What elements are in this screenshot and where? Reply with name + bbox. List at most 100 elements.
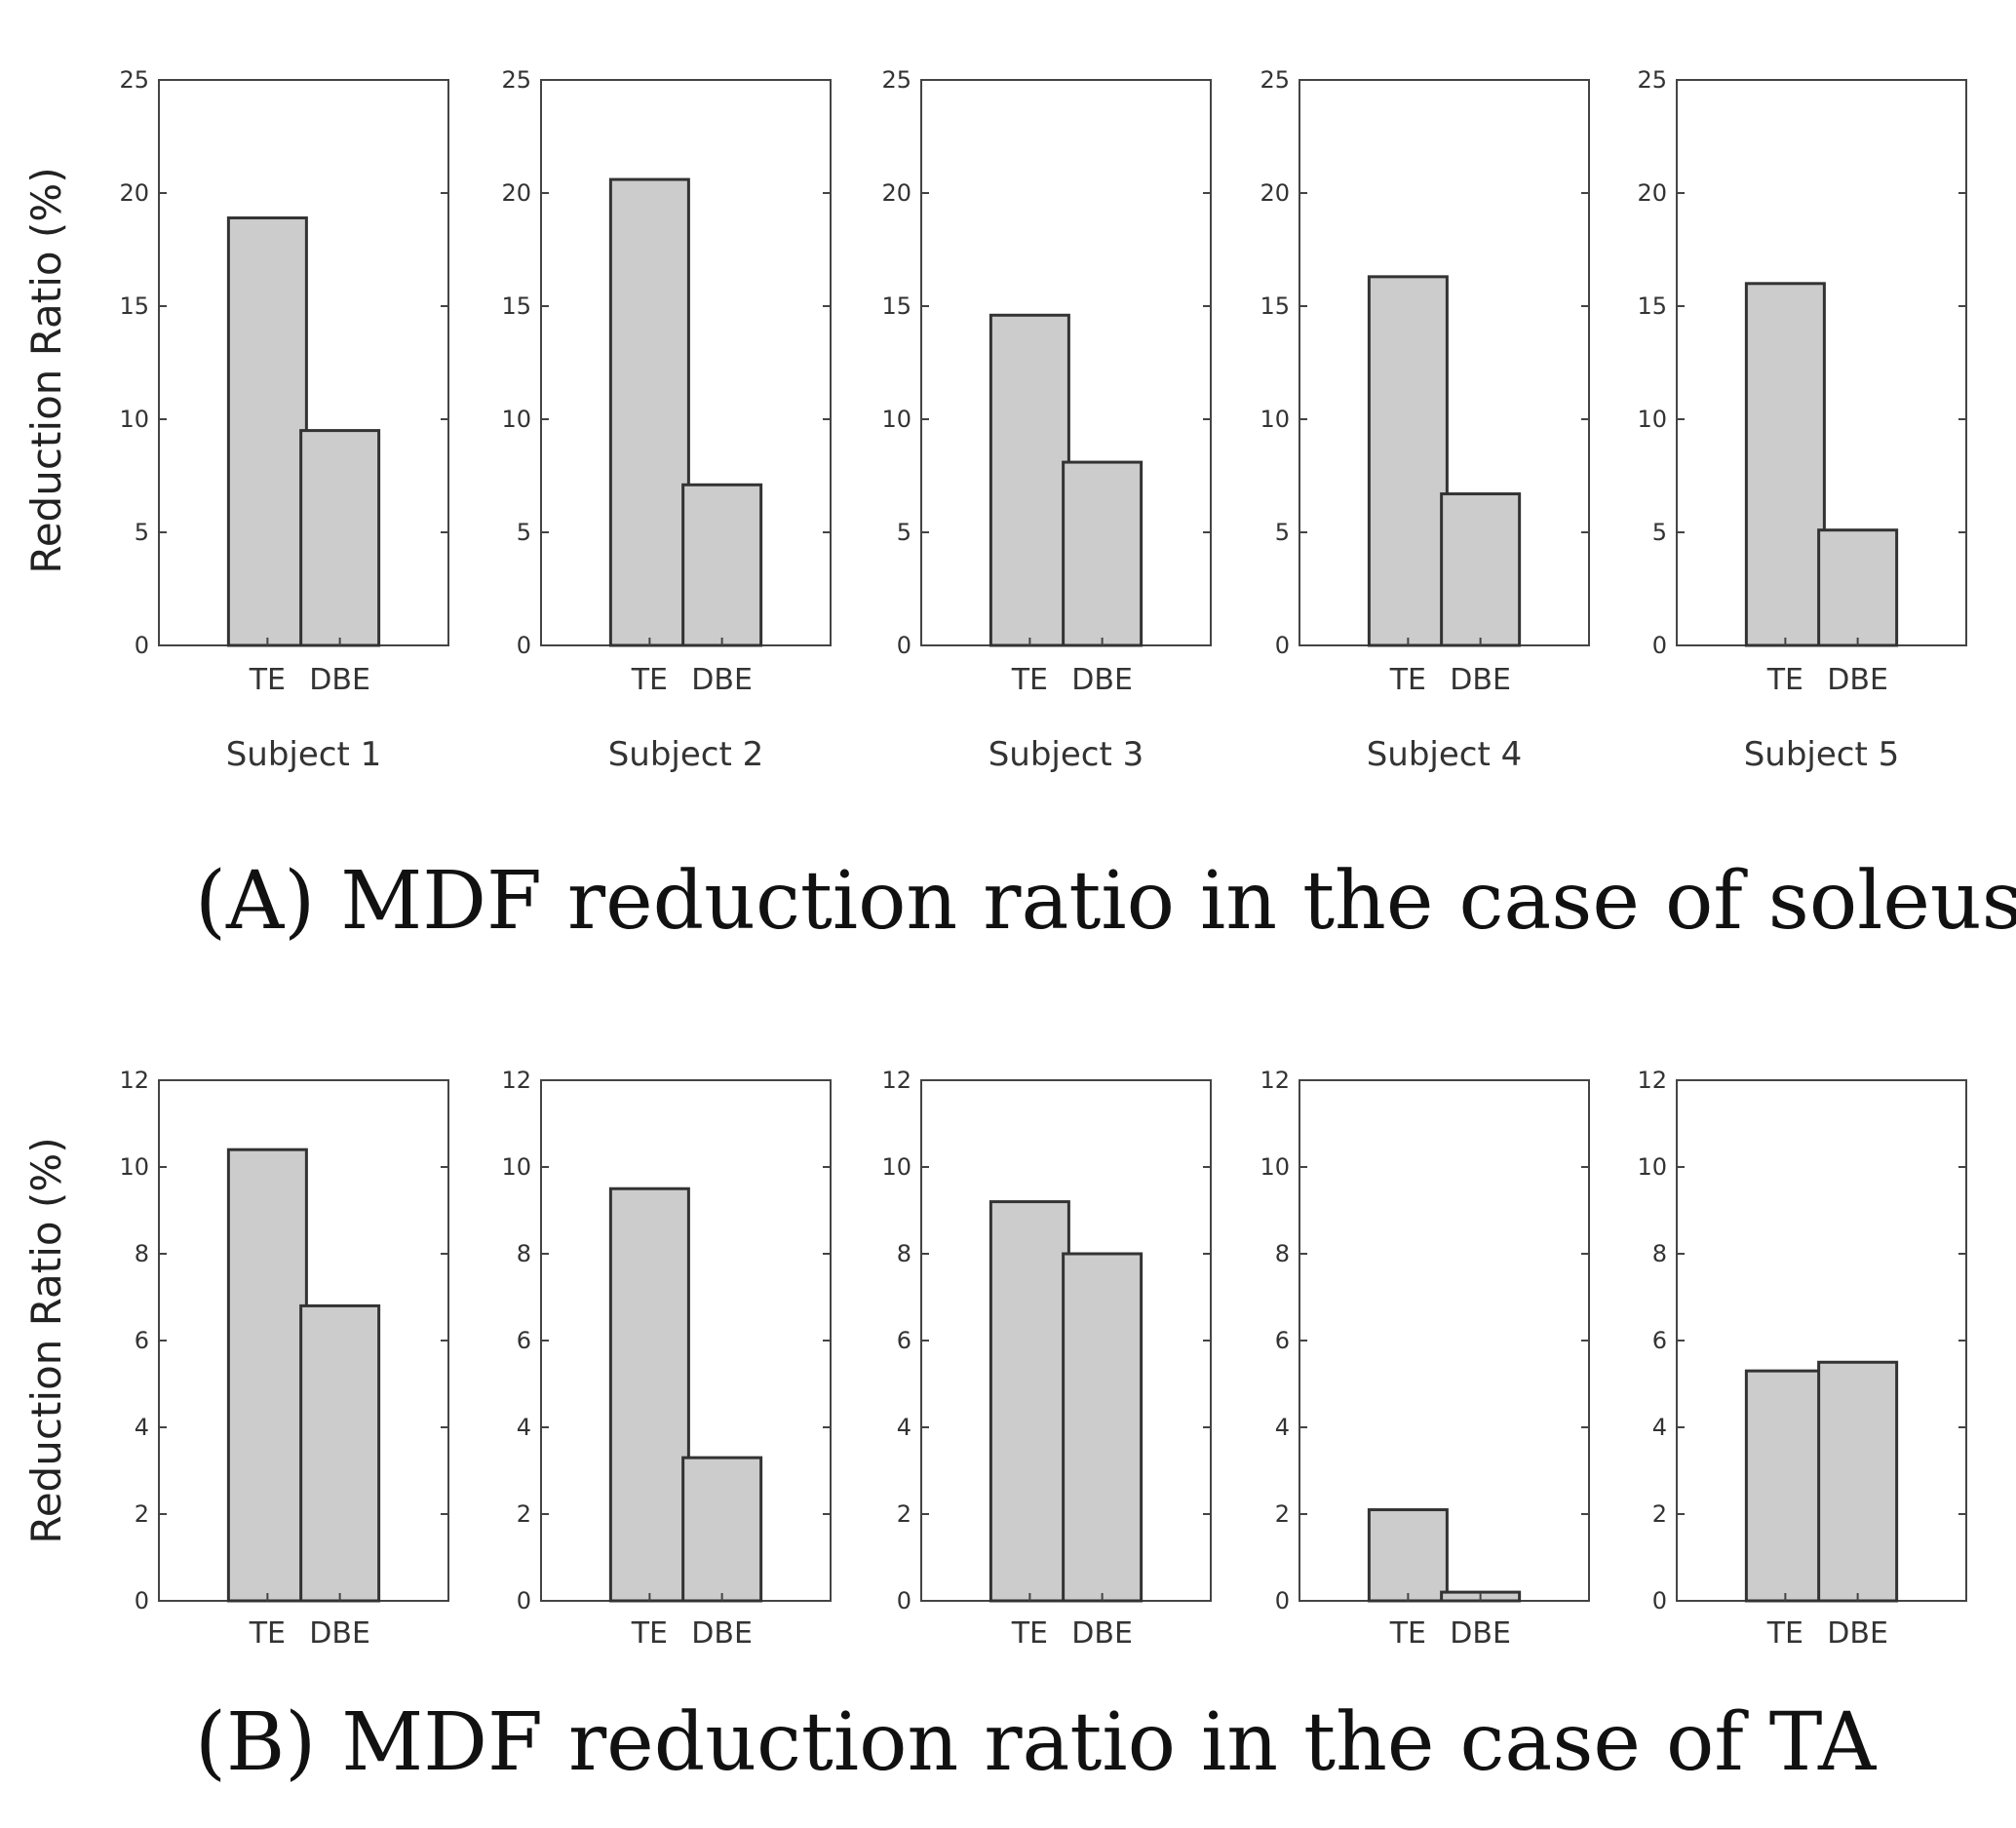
- y-tick-label: 0: [517, 1587, 531, 1614]
- y-tick-label: 8: [517, 1240, 531, 1267]
- x-tick-label: DBE: [1450, 1616, 1511, 1651]
- y-tick-label: 15: [881, 292, 911, 320]
- y-tick-label: 2: [517, 1500, 531, 1528]
- y-tick-label: 10: [119, 406, 149, 433]
- subplot-3: 0 5 10 15 20 25 TE DBE Subject 3: [881, 66, 1212, 774]
- y-tick-label: 12: [881, 1067, 911, 1094]
- caption-b: (B) MDF reduction ratio in the case of T…: [195, 1696, 1878, 1789]
- x-tick-label: TE: [1389, 1616, 1426, 1651]
- y-tick-label: 12: [501, 1067, 531, 1094]
- panel-b-ta: Reduction Ratio (%) 0 2 4 6 8 10 12 TE DBE 0 2 4 6 8 10…: [22, 1067, 1967, 1651]
- y-tick-label: 10: [1637, 1153, 1667, 1181]
- y-tick-label: 8: [1652, 1240, 1667, 1267]
- x-tick-label: DBE: [309, 1616, 370, 1651]
- bar-dbe: [1440, 492, 1522, 647]
- x-tick-label: TE: [1011, 663, 1048, 697]
- subplot-1: 0 2 4 6 8 10 12 TE DBE: [119, 1067, 449, 1651]
- y-tick-label: 12: [1260, 1067, 1290, 1094]
- caption-a: (A) MDF reduction ratio in the case of s…: [195, 855, 2016, 948]
- y-tick-label: 0: [135, 632, 149, 659]
- x-tick-label: TE: [631, 1616, 668, 1651]
- bar-te: [1367, 1508, 1449, 1603]
- x-tick-label: DBE: [1071, 1616, 1133, 1651]
- y-tick-label: 6: [1652, 1327, 1667, 1354]
- x-tick-label: TE: [249, 663, 286, 697]
- x-tick-label: DBE: [1071, 663, 1133, 697]
- y-tick-label: 8: [1275, 1240, 1290, 1267]
- bar-te: [1744, 1369, 1826, 1603]
- y-tick-label: 10: [1637, 406, 1667, 433]
- y-tick-label: 6: [897, 1327, 911, 1354]
- bar-dbe: [299, 1303, 381, 1603]
- y-axis-label: Reduction Ratio (%): [22, 1137, 70, 1543]
- bar-te: [1744, 282, 1826, 647]
- y-tick-label: 4: [135, 1414, 149, 1441]
- y-tick-label: 0: [1652, 1587, 1667, 1614]
- y-tick-label: 10: [501, 406, 531, 433]
- y-tick-label: 2: [1652, 1500, 1667, 1528]
- subject-label: Subject 3: [989, 735, 1144, 774]
- y-tick-label: 2: [135, 1500, 149, 1528]
- y-tick-label: 15: [1637, 292, 1667, 320]
- bar-te: [608, 177, 690, 647]
- y-tick-label: 25: [1637, 66, 1667, 94]
- x-tick-label: DBE: [309, 663, 370, 697]
- bar-dbe: [299, 429, 381, 647]
- bar-te: [1367, 275, 1449, 647]
- y-tick-label: 20: [501, 179, 531, 207]
- x-tick-label: DBE: [1450, 663, 1511, 697]
- y-tick-label: 8: [897, 1240, 911, 1267]
- y-tick-label: 25: [881, 66, 911, 94]
- y-tick-label: 0: [517, 632, 531, 659]
- y-tick-label: 2: [1275, 1500, 1290, 1528]
- x-tick-label: TE: [249, 1616, 286, 1651]
- y-tick-label: 10: [119, 1153, 149, 1181]
- bar-te: [226, 1147, 308, 1603]
- subplot-5: 0 5 10 15 20 25 TE DBE Subject 5: [1637, 66, 1967, 774]
- y-tick-label: 25: [119, 66, 149, 94]
- y-tick-label: 0: [1652, 632, 1667, 659]
- x-tick-label: TE: [1766, 1616, 1803, 1651]
- subject-label: Subject 2: [608, 735, 764, 774]
- y-tick-label: 10: [1260, 406, 1290, 433]
- x-tick-label: TE: [1011, 1616, 1048, 1651]
- y-tick-label: 5: [1652, 519, 1667, 546]
- x-tick-label: DBE: [1827, 663, 1888, 697]
- subplot-4: 0 5 10 15 20 25 TE DBE Subject 4: [1260, 66, 1590, 774]
- bar-te: [226, 216, 308, 647]
- x-tick-label: TE: [631, 663, 668, 697]
- x-tick-label: TE: [1389, 663, 1426, 697]
- y-tick-label: 20: [881, 179, 911, 207]
- y-tick-label: 4: [897, 1414, 911, 1441]
- y-tick-label: 0: [1275, 632, 1290, 659]
- y-tick-label: 20: [119, 179, 149, 207]
- subplot-3: 0 2 4 6 8 10 12 TE DBE: [881, 1067, 1212, 1651]
- y-tick-label: 5: [517, 519, 531, 546]
- y-tick-label: 20: [1637, 179, 1667, 207]
- y-tick-label: 10: [881, 406, 911, 433]
- y-tick-label: 15: [501, 292, 531, 320]
- subplot-2: 0 5 10 15 20 25 TE DBE Subject 2: [501, 66, 832, 774]
- y-tick-label: 25: [1260, 66, 1290, 94]
- x-tick-label: DBE: [1827, 1616, 1888, 1651]
- y-tick-label: 4: [1652, 1414, 1667, 1441]
- subplot-5: 0 2 4 6 8 10 12 TE DBE: [1637, 1067, 1967, 1651]
- y-tick-label: 0: [1275, 1587, 1290, 1614]
- y-tick-label: 8: [135, 1240, 149, 1267]
- y-tick-label: 0: [135, 1587, 149, 1614]
- subplot-4: 0 2 4 6 8 10 12 TE DBE: [1260, 1067, 1590, 1651]
- bar-dbe: [681, 483, 763, 647]
- bar-dbe: [1062, 460, 1144, 647]
- subject-label: Subject 1: [226, 735, 382, 774]
- y-tick-label: 5: [1275, 519, 1290, 546]
- x-tick-label: DBE: [691, 1616, 753, 1651]
- y-tick-label: 2: [897, 1500, 911, 1528]
- y-tick-label: 5: [135, 519, 149, 546]
- x-tick-label: TE: [1766, 663, 1803, 697]
- bar-dbe: [1817, 1360, 1899, 1603]
- y-tick-label: 5: [897, 519, 911, 546]
- bar-te: [989, 313, 1070, 647]
- y-tick-label: 25: [501, 66, 531, 94]
- y-tick-label: 6: [1275, 1327, 1290, 1354]
